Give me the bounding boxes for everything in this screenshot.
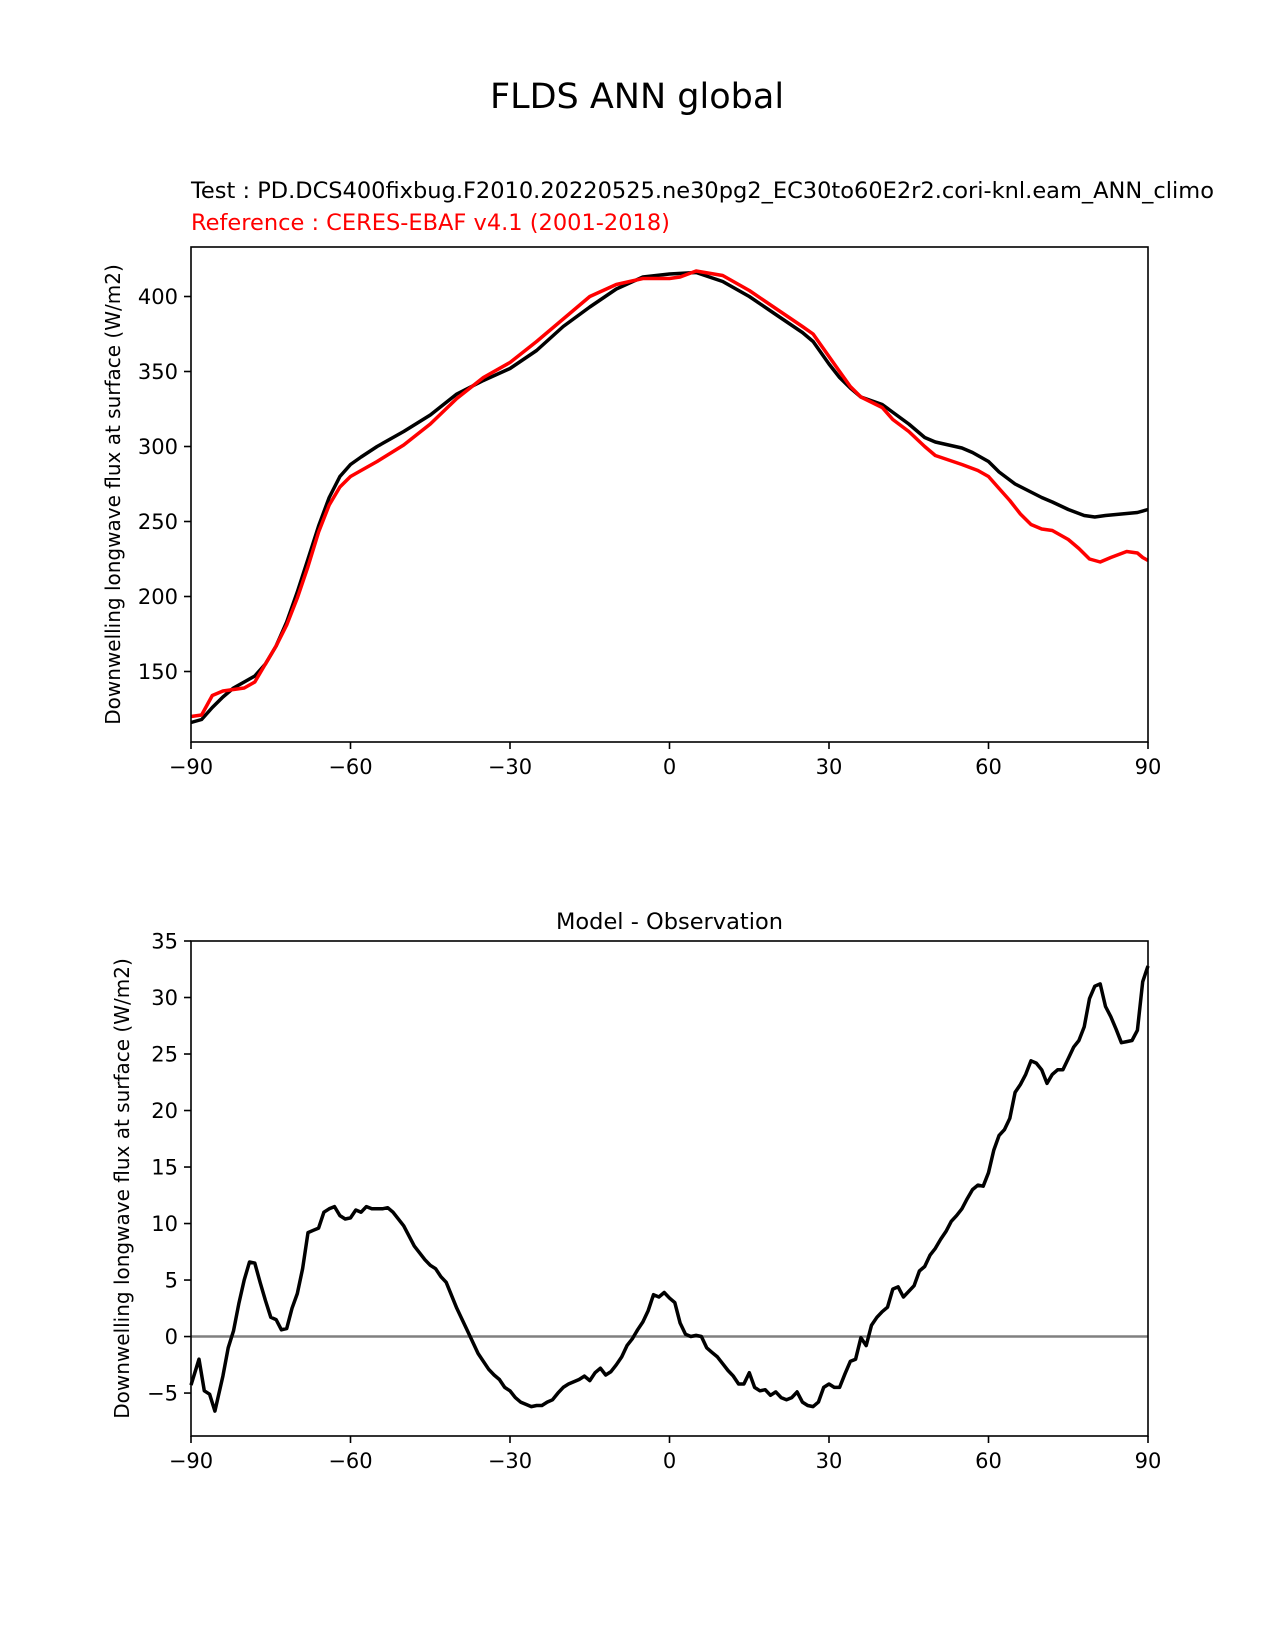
top-ytick-label: 150 [138,660,178,684]
top-ytick-label: 250 [138,510,178,534]
bottom-panel-title: Model - Observation [556,909,783,935]
bottom-xtick-label: 30 [816,1449,843,1473]
bottom-xtick-label: 0 [663,1449,676,1473]
top-ytick-label: 200 [138,585,178,609]
bottom-ytick-label: 20 [151,1099,178,1123]
bottom-xtick-label: 90 [1135,1449,1162,1473]
bottom-series-difference [189,965,1150,1413]
top-series-reference [190,269,1149,719]
top-xtick-label: 90 [1135,755,1162,779]
bottom-xtick-label: −90 [169,1449,213,1473]
top-xtick-label: −30 [488,755,532,779]
figure-title: FLDS ANN global [490,77,784,117]
top-ytick-label: 350 [138,360,178,384]
top-xtick-label: −90 [169,755,213,779]
top-panel: −90 −60 −30 0 30 60 90 150 200 250 300 350 400 Downwe… [101,246,1162,779]
top-xtick-label: −60 [328,755,372,779]
bottom-ytick-label: 5 [165,1269,178,1293]
bottom-ytick-label: 30 [151,986,178,1010]
top-xtick-label: 30 [816,755,843,779]
top-xtick-label: 0 [663,755,676,779]
top-xtick-label: 60 [975,755,1002,779]
bottom-xtick-label: −30 [488,1449,532,1473]
bottom-panel: −90 −60 −30 0 30 60 90 −5 0 5 10 15 20 25 30 35 Downwell… [110,909,1161,1473]
reference-label: Reference : CERES-EBAF v4.1 (2001-2018) [191,210,670,236]
bottom-ytick-label: 0 [165,1325,178,1349]
bottom-xtick-label: −60 [328,1449,372,1473]
test-label: Test : PD.DCS400fixbug.F2010.20220525.ne… [190,178,1214,204]
bottom-ytick-label: 10 [151,1212,178,1236]
bottom-ylabel: Downwelling longwave flux at surface (W/… [110,958,134,1419]
bottom-ytick-label: 35 [151,930,178,954]
bottom-axes-frame [190,940,1149,1437]
bottom-ytick-label: −5 [147,1382,178,1406]
bottom-ytick-label: 25 [151,1043,178,1067]
bottom-ytick-label: 15 [151,1156,178,1180]
top-ylabel: Downwelling longwave flux at surface (W/… [101,264,125,725]
bottom-xtick-label: 60 [975,1449,1002,1473]
top-ytick-label: 400 [138,285,178,309]
top-ytick-label: 300 [138,435,178,459]
